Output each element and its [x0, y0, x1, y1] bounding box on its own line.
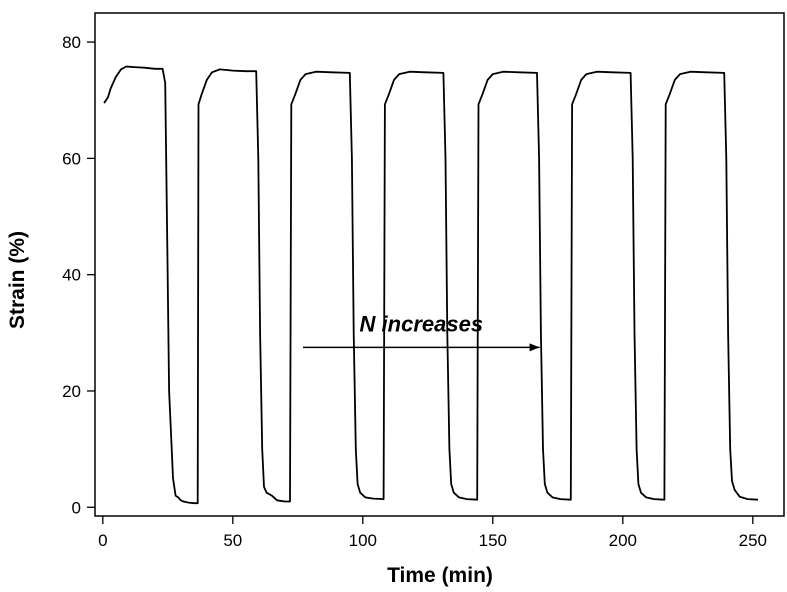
- y-axis-title: Strain (%): [6, 231, 29, 329]
- x-tick-label: 0: [98, 531, 107, 550]
- x-axis-ticks: 0 50 100 150 200 250: [98, 516, 767, 550]
- annotation-text: N increases: [360, 311, 484, 336]
- y-tick-label: 40: [62, 266, 81, 285]
- strain-series-line: [103, 65, 759, 505]
- y-tick-label: 0: [72, 498, 81, 517]
- y-tick-label: 60: [62, 149, 81, 168]
- plot-frame: [94, 12, 785, 517]
- x-tick-label: 100: [349, 531, 377, 550]
- y-tick-label: 80: [62, 33, 81, 52]
- y-axis-ticks: 0 20 40 60 80: [62, 33, 95, 517]
- x-tick-label: 50: [223, 531, 242, 550]
- y-tick-label: 20: [62, 382, 81, 401]
- x-axis-title: Time (min): [387, 564, 493, 587]
- x-tick-label: 150: [479, 531, 507, 550]
- x-tick-label: 250: [739, 531, 767, 550]
- x-tick-label: 200: [609, 531, 637, 550]
